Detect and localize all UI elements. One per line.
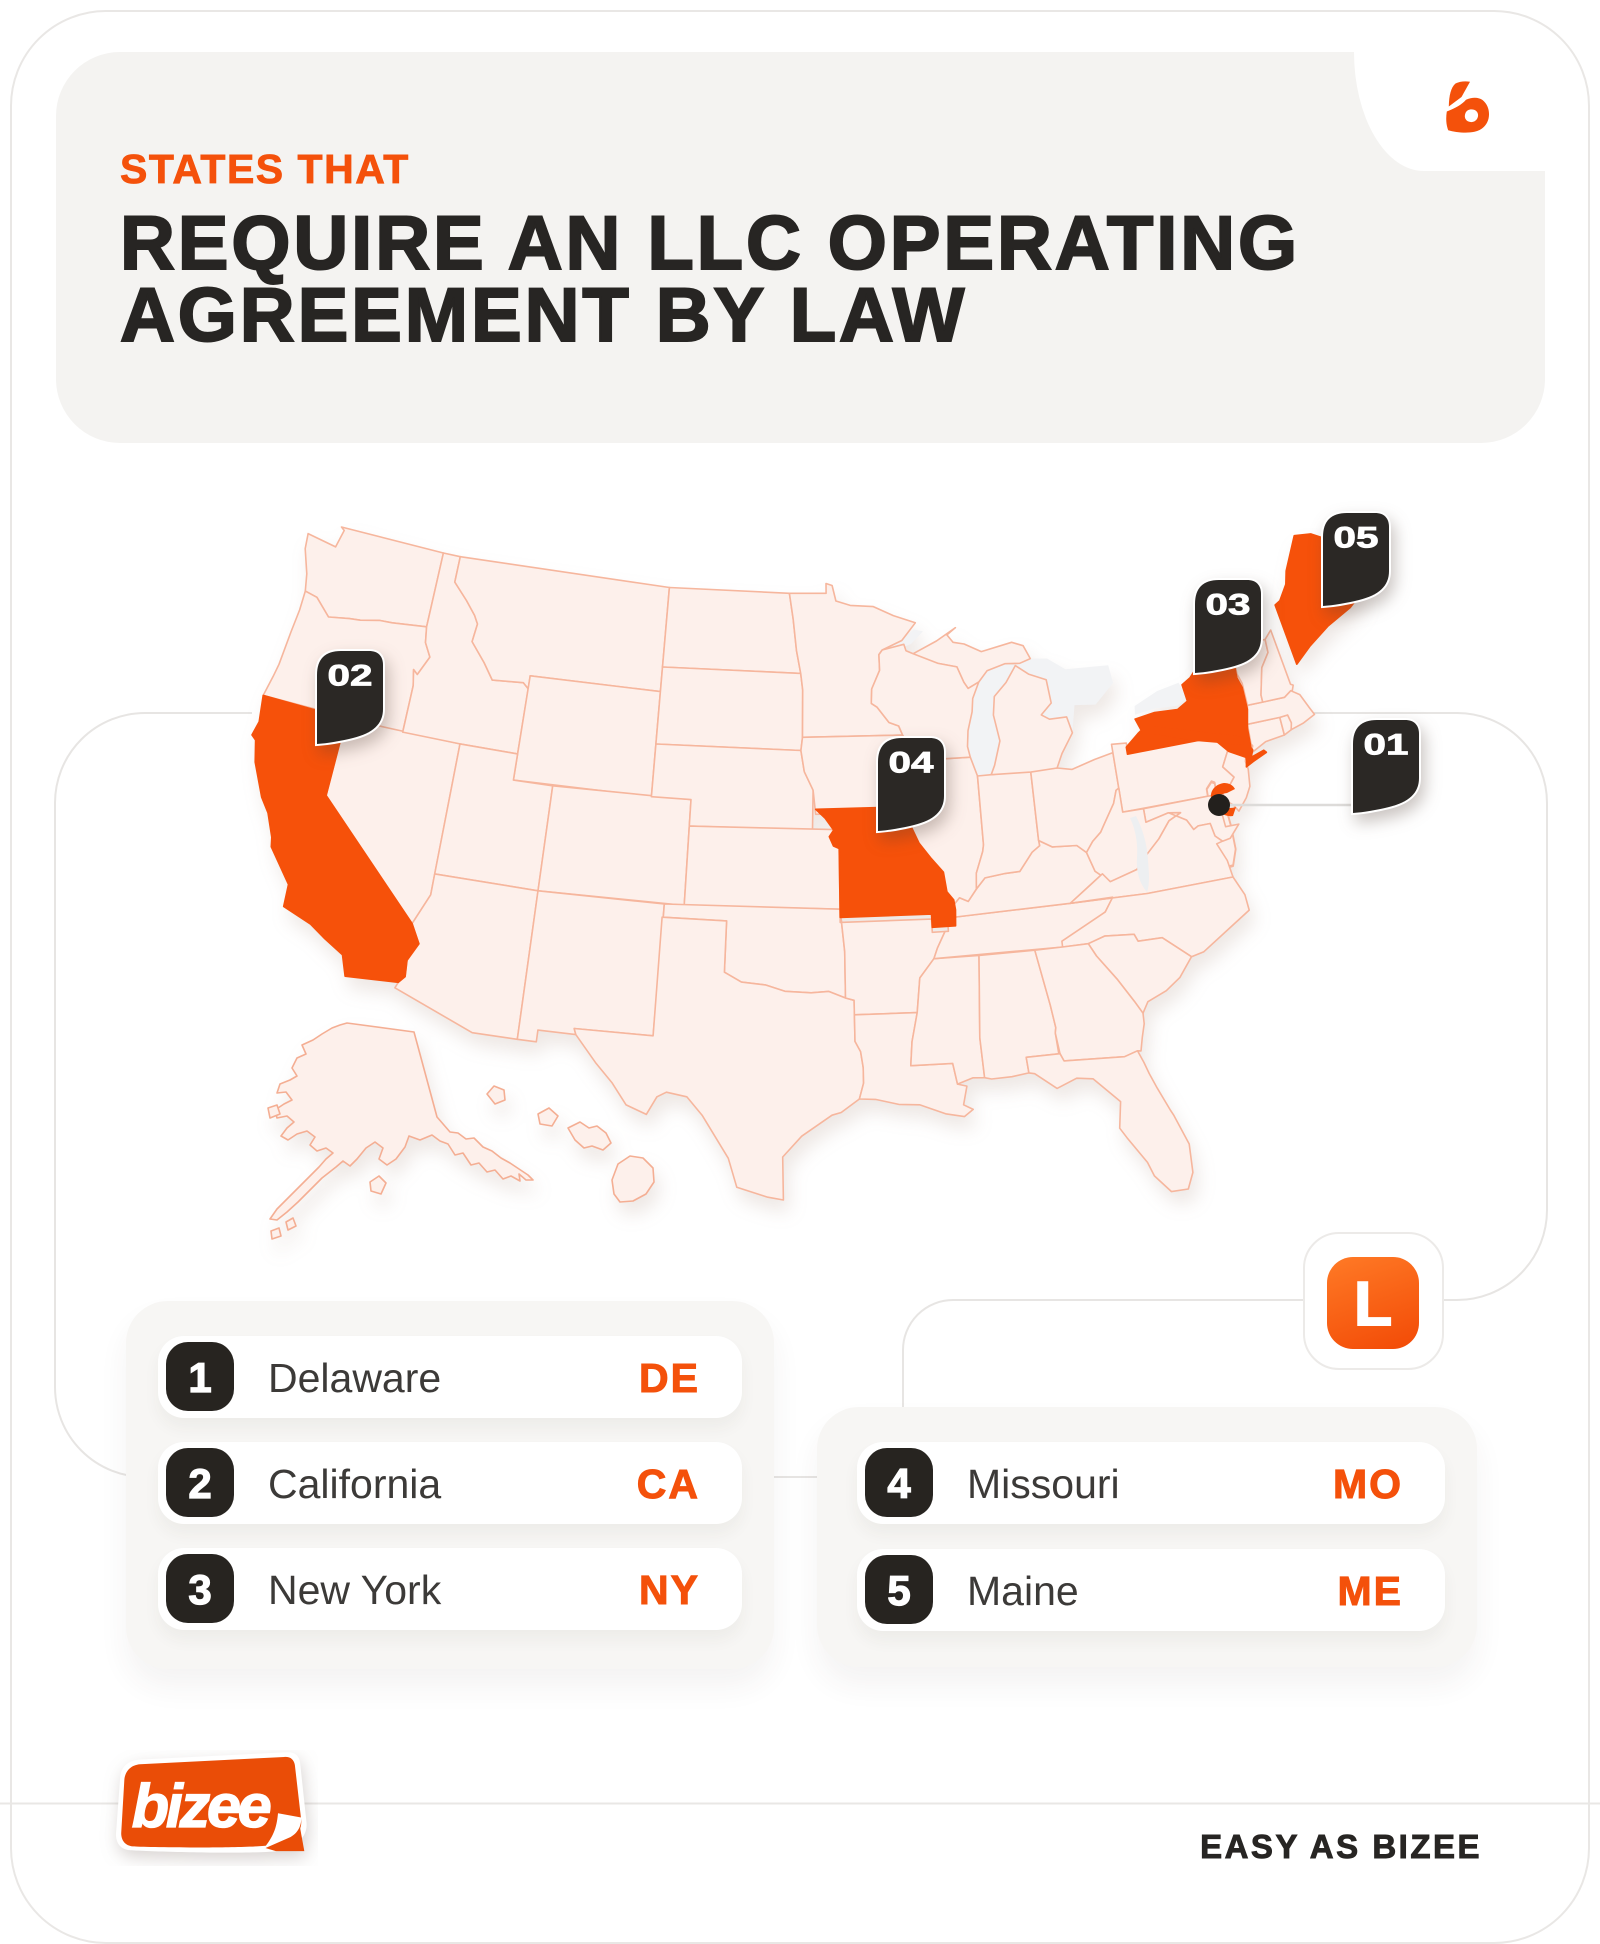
svg-text:04: 04 xyxy=(889,747,934,780)
svg-text:03: 03 xyxy=(1206,589,1251,622)
svg-text:05: 05 xyxy=(1334,522,1379,555)
svg-text:02: 02 xyxy=(328,660,373,693)
svg-text:bizee: bizee xyxy=(132,1772,271,1840)
svg-text:01: 01 xyxy=(1364,729,1409,762)
